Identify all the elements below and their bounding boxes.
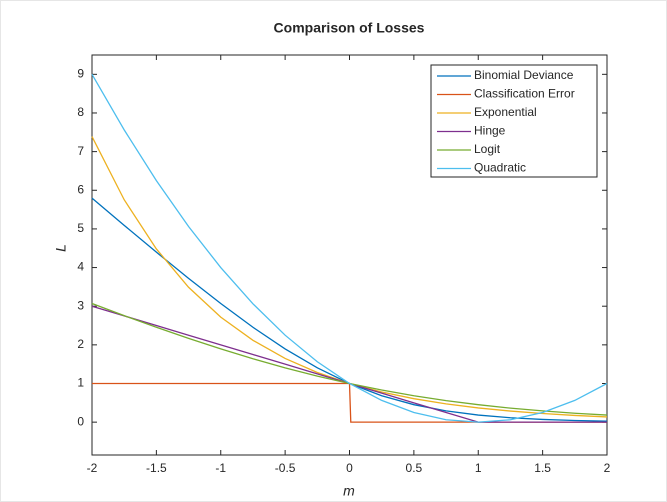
chart-title: Comparison of Losses: [274, 20, 425, 36]
y-tick-label: 7: [77, 144, 84, 158]
legend-box: [430, 64, 598, 178]
legend-label: Classification Error: [474, 87, 575, 101]
x-tick-label: -0.5: [275, 461, 296, 475]
x-tick-label: 0: [346, 461, 353, 475]
x-tick-label: 1.5: [534, 461, 551, 475]
x-tick-label: 1: [475, 461, 482, 475]
legend-label: Logit: [474, 142, 501, 156]
series-line: [91, 73, 608, 423]
legend-label: Exponential: [474, 105, 537, 119]
y-tick-label: 0: [77, 414, 84, 428]
legend-label: Hinge: [474, 124, 506, 138]
y-tick-label: 6: [77, 182, 84, 196]
legend-label: Quadratic: [474, 161, 526, 175]
y-tick-label: 5: [77, 221, 84, 235]
y-tick-label: 8: [77, 105, 84, 119]
x-axis-label: m: [343, 483, 355, 499]
x-tick-label: -1.5: [146, 461, 167, 475]
y-tick-label: 3: [77, 298, 84, 312]
y-tick-label: 9: [77, 66, 84, 80]
y-axis-label: L: [53, 244, 69, 252]
y-tick-label: 4: [77, 260, 84, 274]
legend-label: Binomial Deviance: [474, 68, 574, 82]
x-tick-label: 2: [604, 461, 611, 475]
x-tick-label: -2: [87, 461, 98, 475]
y-tick-label: 1: [77, 376, 84, 390]
x-tick-label: 0.5: [406, 461, 423, 475]
x-tick-label: -1: [215, 461, 226, 475]
y-tick-label: 2: [77, 337, 84, 351]
